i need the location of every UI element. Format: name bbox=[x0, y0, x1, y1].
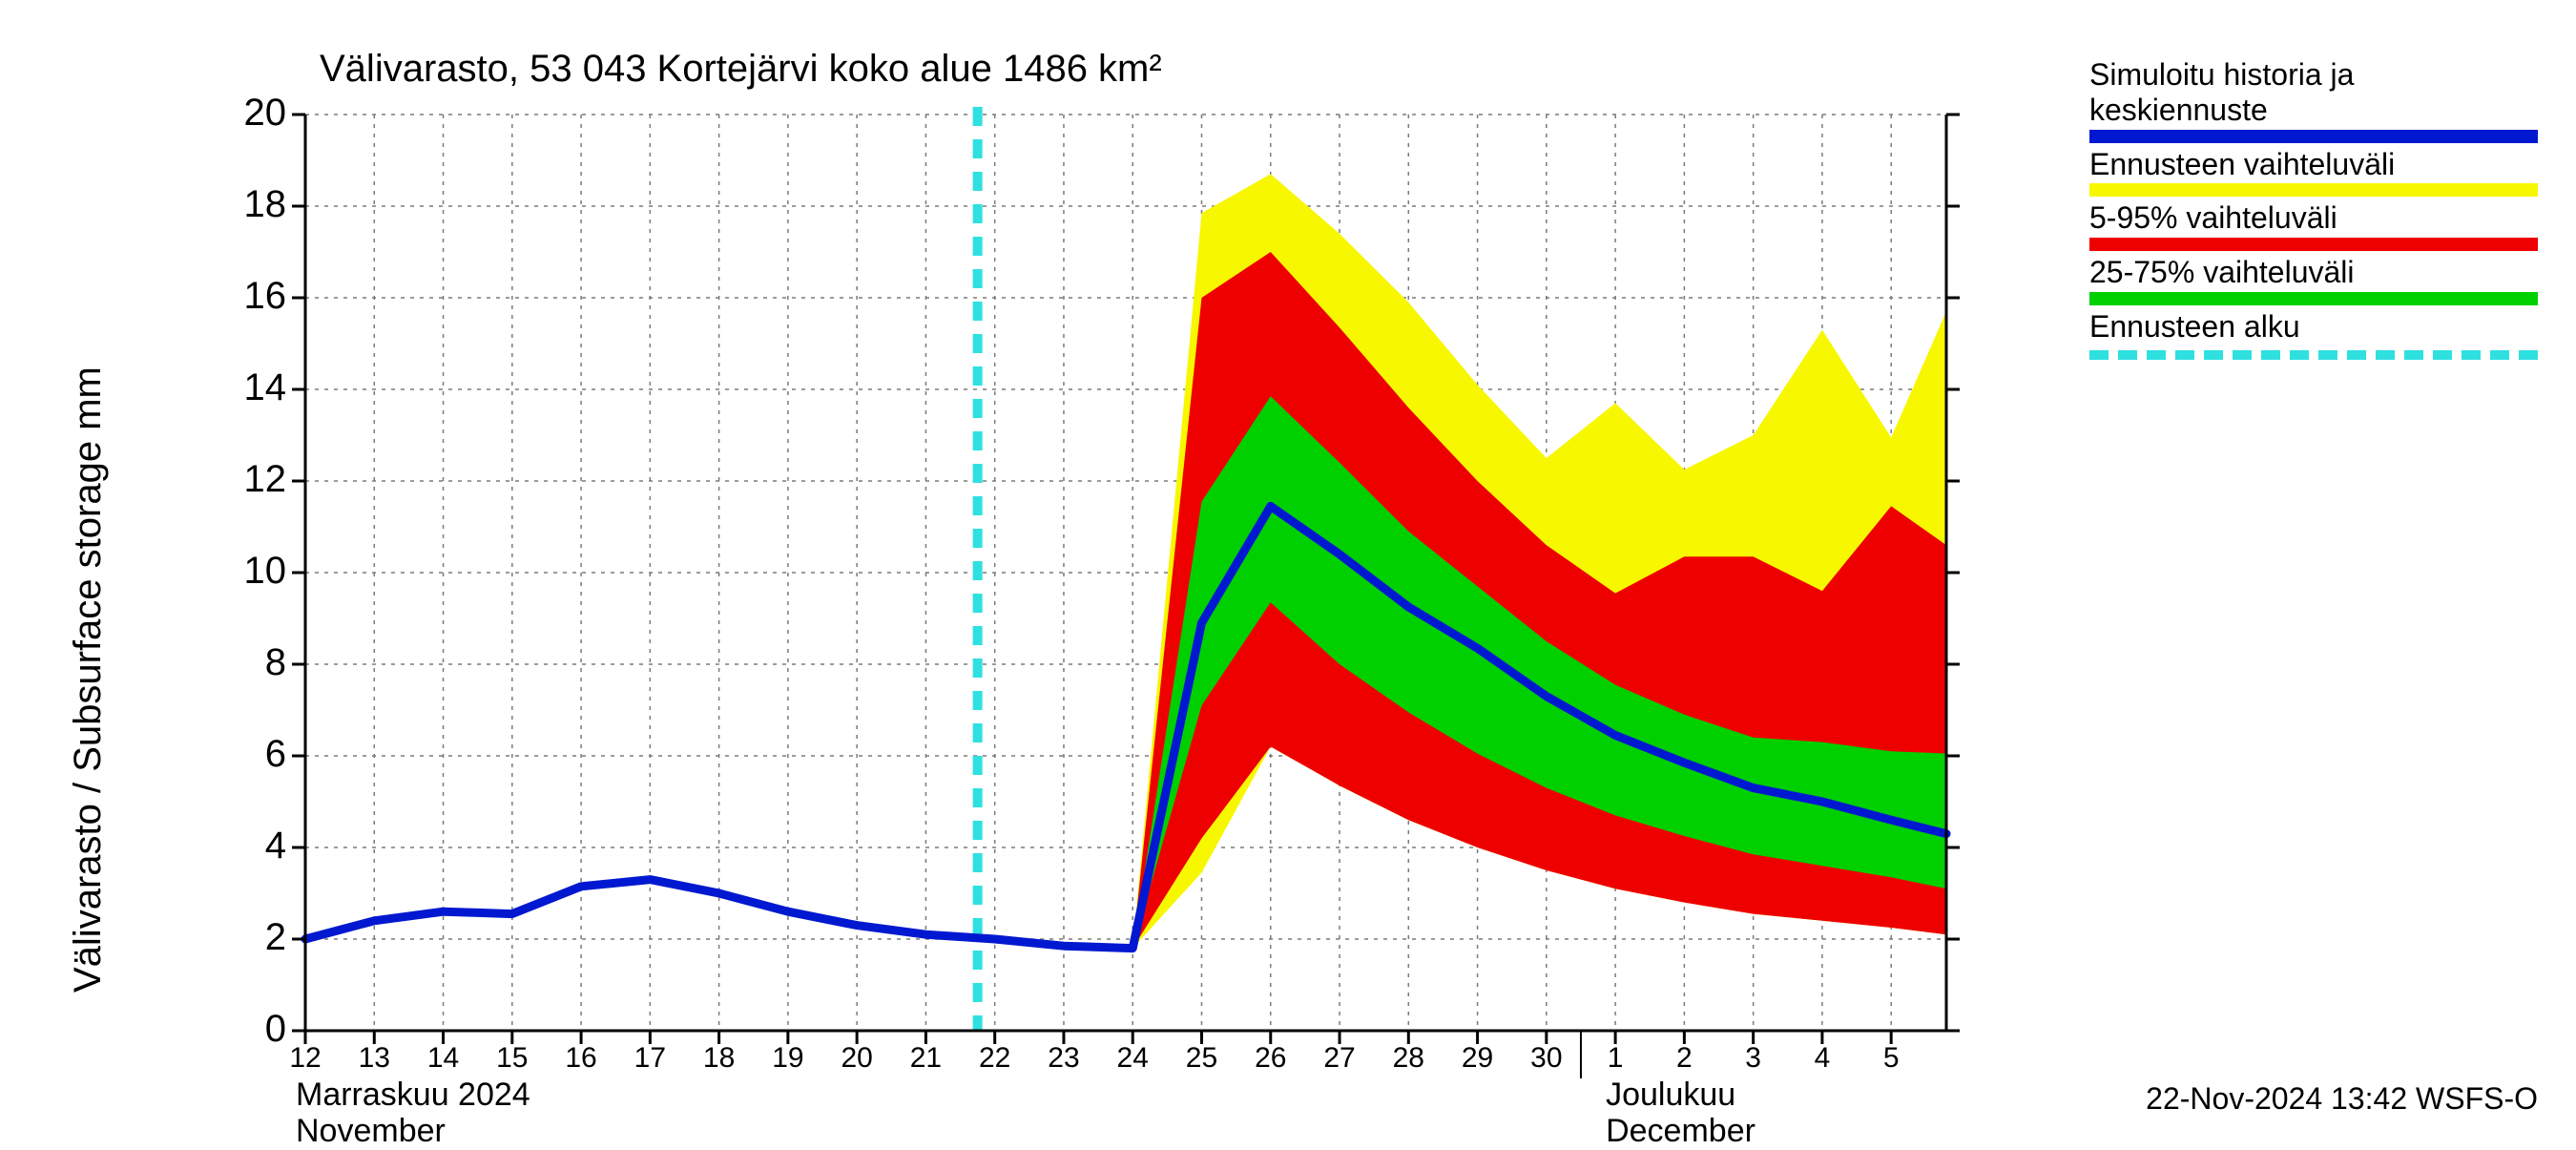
x-tick-label: 30 bbox=[1530, 1042, 1562, 1075]
y-tick-label: 12 bbox=[210, 458, 286, 501]
x-tick-label: 24 bbox=[1117, 1042, 1149, 1075]
x-tick-label: 15 bbox=[496, 1042, 528, 1075]
y-axis-label: Välivarasto / Subsurface storage mm bbox=[67, 366, 110, 993]
x-tick-label: 19 bbox=[772, 1042, 803, 1075]
chart-title: Välivarasto, 53 043 Kortejärvi koko alue… bbox=[320, 48, 1162, 91]
x-tick-label: 13 bbox=[359, 1042, 390, 1075]
chart-footer: 22-Nov-2024 13:42 WSFS-O bbox=[2146, 1081, 2538, 1117]
legend-swatch bbox=[2089, 350, 2538, 360]
legend-label: 25-75% vaihteluväli bbox=[2089, 255, 2538, 290]
y-tick-label: 0 bbox=[210, 1008, 286, 1051]
y-tick-label: 2 bbox=[210, 916, 286, 959]
x-tick-label: 23 bbox=[1048, 1042, 1079, 1075]
y-tick-label: 8 bbox=[210, 641, 286, 684]
y-tick-label: 4 bbox=[210, 825, 286, 868]
x-month-label-en: November bbox=[296, 1113, 446, 1150]
legend-swatch bbox=[2089, 292, 2538, 305]
chart-container: Välivarasto, 53 043 Kortejärvi koko alue… bbox=[0, 0, 2576, 1145]
x-tick-label: 26 bbox=[1255, 1042, 1286, 1075]
x-tick-label: 1 bbox=[1608, 1042, 1624, 1075]
x-tick-label: 20 bbox=[841, 1042, 872, 1075]
legend-entry: Ennusteen alku bbox=[2089, 309, 2538, 360]
x-tick-label: 16 bbox=[565, 1042, 596, 1075]
legend-entry: 5-95% vaihteluväli bbox=[2089, 200, 2538, 251]
x-tick-label: 21 bbox=[910, 1042, 942, 1075]
legend-label: Simuloitu historia ja bbox=[2089, 57, 2538, 93]
x-tick-label: 17 bbox=[634, 1042, 666, 1075]
legend-swatch bbox=[2089, 130, 2538, 143]
x-tick-label: 14 bbox=[427, 1042, 459, 1075]
legend-label: Ennusteen alku bbox=[2089, 309, 2538, 345]
x-tick-label: 28 bbox=[1393, 1042, 1424, 1075]
legend-swatch bbox=[2089, 183, 2538, 197]
x-tick-label: 3 bbox=[1745, 1042, 1761, 1075]
legend-entry: Simuloitu historia jakeskiennuste bbox=[2089, 57, 2538, 143]
x-tick-label: 4 bbox=[1815, 1042, 1831, 1075]
y-tick-label: 18 bbox=[210, 183, 286, 226]
x-month-label-en: December bbox=[1606, 1113, 1755, 1150]
y-tick-label: 20 bbox=[210, 92, 286, 135]
x-month-label-fi: Joulukuu bbox=[1606, 1077, 1735, 1114]
x-tick-label: 12 bbox=[289, 1042, 321, 1075]
legend-label: keskiennuste bbox=[2089, 93, 2538, 128]
x-tick-label: 25 bbox=[1186, 1042, 1217, 1075]
legend-label: 5-95% vaihteluväli bbox=[2089, 200, 2538, 236]
x-tick-label: 5 bbox=[1883, 1042, 1900, 1075]
legend-entry: 25-75% vaihteluväli bbox=[2089, 255, 2538, 305]
x-tick-label: 18 bbox=[703, 1042, 735, 1075]
x-month-label-fi: Marraskuu 2024 bbox=[296, 1077, 530, 1114]
y-tick-label: 16 bbox=[210, 275, 286, 318]
legend: Simuloitu historia jakeskiennuste Ennuste… bbox=[2089, 57, 2538, 364]
legend-entry: Ennusteen vaihteluväli bbox=[2089, 147, 2538, 198]
x-tick-label: 2 bbox=[1676, 1042, 1693, 1075]
legend-swatch bbox=[2089, 238, 2538, 251]
x-tick-label: 22 bbox=[979, 1042, 1010, 1075]
legend-label: Ennusteen vaihteluväli bbox=[2089, 147, 2538, 182]
x-tick-label: 27 bbox=[1323, 1042, 1355, 1075]
y-tick-label: 10 bbox=[210, 550, 286, 593]
y-tick-label: 6 bbox=[210, 733, 286, 776]
x-tick-label: 29 bbox=[1462, 1042, 1493, 1075]
y-tick-label: 14 bbox=[210, 366, 286, 409]
